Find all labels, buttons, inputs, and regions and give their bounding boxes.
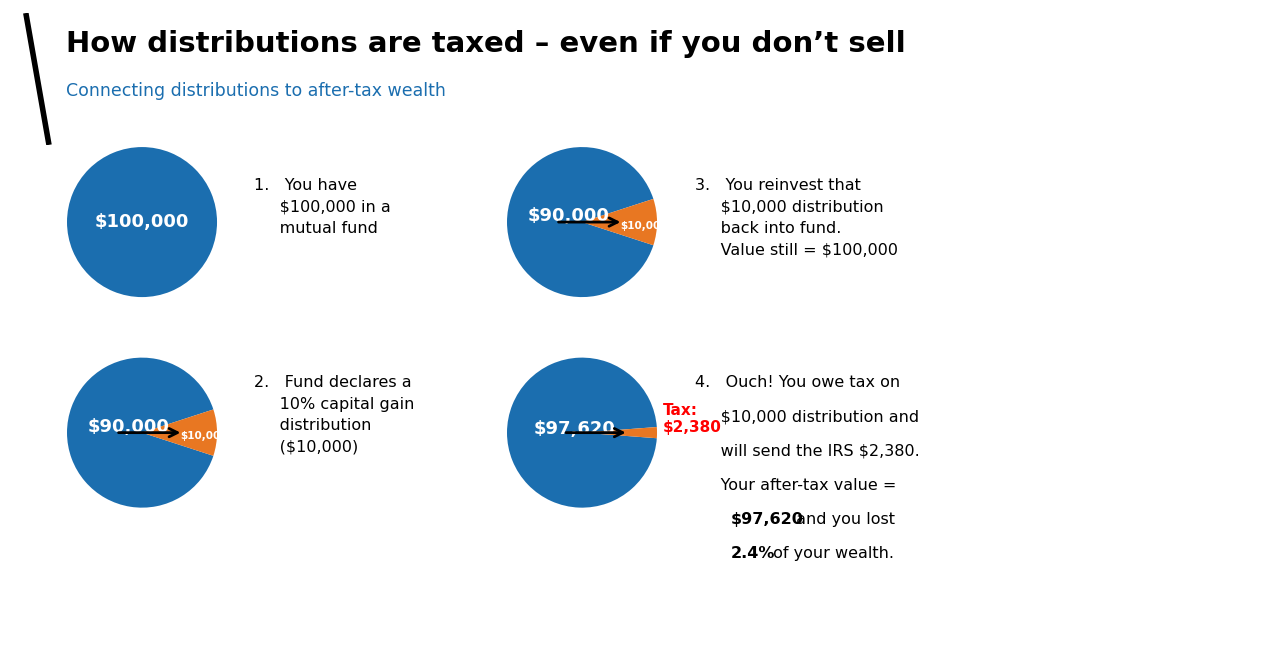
Text: $10,000: $10,000 [620,221,667,231]
Text: $97,620: $97,620 [730,512,803,527]
Wedge shape [507,147,653,297]
Wedge shape [582,427,657,438]
Wedge shape [142,409,217,456]
Text: $10,000 distribution and: $10,000 distribution and [695,409,919,424]
Text: Tax:
$2,380: Tax: $2,380 [663,403,721,436]
Wedge shape [67,358,213,507]
Text: Even if you recently purchased the investment and own on the distribution declar: Even if you recently purchased the inves… [110,595,1158,642]
Text: 2.4%: 2.4% [730,546,775,561]
Text: Your after-tax value =: Your after-tax value = [695,478,896,493]
Text: and you lost: and you lost [791,512,895,527]
Wedge shape [67,147,217,297]
Text: How distributions are taxed – even if you don’t sell: How distributions are taxed – even if yo… [66,30,905,58]
Text: will send the IRS $2,380.: will send the IRS $2,380. [695,443,919,459]
Text: $10,000: $10,000 [180,432,227,442]
Text: $90,000: $90,000 [87,418,170,436]
Text: 3.   You reinvest that
     $10,000 distribution
     back into fund.
     Value: 3. You reinvest that $10,000 distributio… [695,178,898,257]
Text: 2.   Fund declares a
     10% capital gain
     distribution
     ($10,000): 2. Fund declares a 10% capital gain dist… [254,375,413,455]
Text: $100,000: $100,000 [95,213,189,231]
Text: 1.   You have
     $100,000 in a
     mutual fund: 1. You have $100,000 in a mutual fund [254,178,391,236]
Text: $90,000: $90,000 [527,207,610,225]
Text: of your wealth.: of your wealth. [768,546,894,561]
Wedge shape [507,358,657,507]
Text: 4.   Ouch! You owe tax on: 4. Ouch! You owe tax on [695,375,900,390]
Wedge shape [582,199,657,245]
Text: Connecting distributions to after-tax wealth: Connecting distributions to after-tax we… [66,82,446,100]
Text: $97,620: $97,620 [534,420,615,438]
